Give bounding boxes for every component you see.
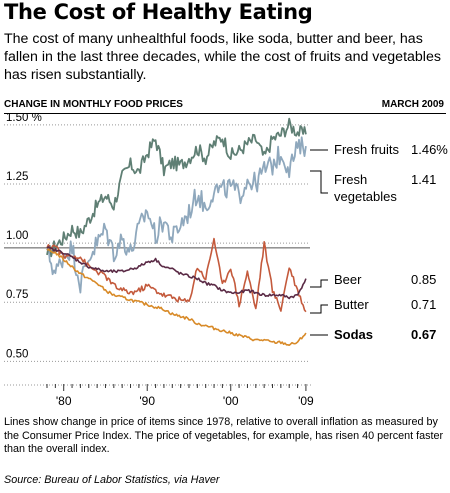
- series-end-value-fresh-fruits: 1.46%: [411, 142, 448, 157]
- y-tick-label: 1.00: [6, 230, 28, 242]
- series-line-fresh-vegetables: [46, 136, 307, 294]
- y-tick-label: 0.50: [6, 348, 28, 360]
- y-tick-label: 0.75: [6, 289, 28, 301]
- series-label-butter: Butter: [334, 297, 369, 312]
- series-line-beer: [46, 246, 307, 300]
- series-label-line: vegetables: [334, 189, 397, 204]
- series-label-line: Fresh: [334, 172, 367, 187]
- chart-title: The Cost of Healthy Eating: [4, 0, 313, 24]
- series-label-fresh-fruits: Fresh fruits: [334, 142, 400, 157]
- series-line-fresh-fruits: [46, 117, 307, 258]
- y-tick-label: 1.50 %: [6, 113, 42, 124]
- chart-source: Source: Bureau of Labor Statistics, via …: [4, 474, 220, 486]
- series-line-sodas: [46, 248, 307, 346]
- header-left: CHANGE IN MONTHLY FOOD PRICES: [4, 99, 183, 110]
- series-end-value-beer: 0.85: [411, 272, 436, 287]
- series-layer: [46, 117, 307, 346]
- series-end-value-sodas: 0.67: [411, 327, 436, 342]
- series-label-beer: Beer: [334, 272, 362, 287]
- header-rule: [4, 113, 446, 114]
- label-layer: Fresh fruits 1.46% Fresh vegetables 1.41 Beer…: [310, 142, 448, 342]
- series-line-butter: [46, 237, 307, 313]
- series-label-line: Butter: [334, 297, 369, 312]
- series-label-line: Sodas: [334, 327, 373, 342]
- series-label-sodas: Sodas: [334, 327, 373, 342]
- leader-line-beer: [310, 279, 328, 288]
- series-label-line: Fresh fruits: [334, 142, 400, 157]
- chart-notes: Lines show change in price of items sinc…: [4, 416, 444, 455]
- header-right: MARCH 2009: [381, 99, 444, 110]
- series-label-fresh-vegetables: Fresh vegetables: [334, 172, 397, 204]
- leader-line-fresh-vegetables: [310, 170, 328, 194]
- series-label-line: Beer: [334, 272, 362, 287]
- leader-line-butter: [310, 304, 328, 314]
- series-end-value-fresh-vegetables: 1.41: [411, 172, 436, 187]
- chart-deck: The cost of many unhealthful foods, like…: [4, 31, 441, 83]
- y-tick-label: 1.25: [6, 171, 28, 183]
- x-tick-label: '00: [223, 394, 239, 408]
- x-tick-label: '09: [298, 394, 314, 408]
- x-tick-label: '80: [56, 394, 72, 408]
- x-tick-label: '90: [139, 394, 155, 408]
- axis-layer: 1.50 % 1.25 1.00 0.75 0.50 '80 '90 '00 '09: [4, 113, 314, 408]
- line-chart: 1.50 % 1.25 1.00 0.75 0.50 '80 '90 '00 '09 Fresh…: [4, 113, 448, 408]
- series-end-value-butter: 0.71: [411, 297, 436, 312]
